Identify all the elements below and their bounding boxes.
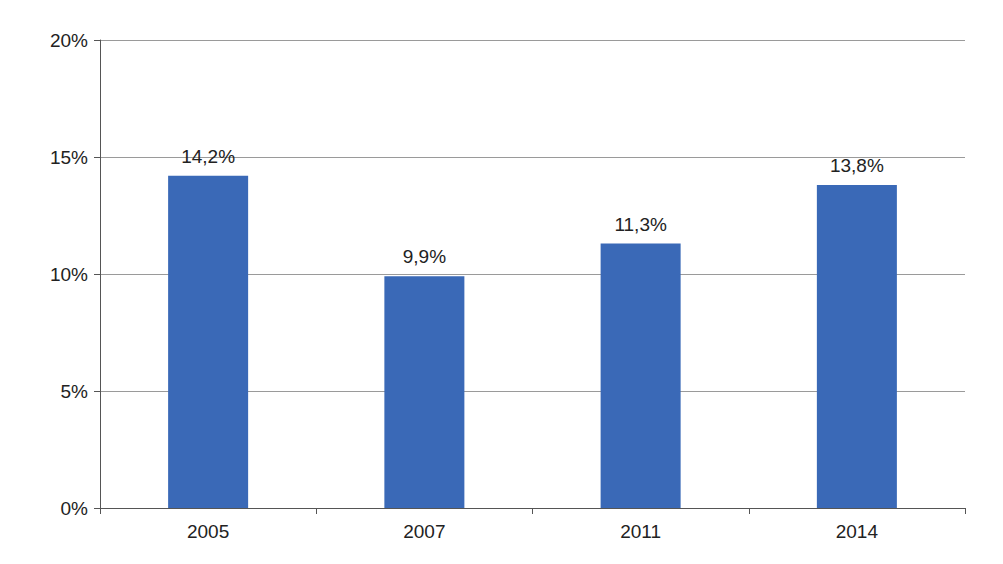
svg-text:20%: 20% [50,30,88,51]
svg-text:2014: 2014 [836,521,879,542]
svg-text:13,8%: 13,8% [830,155,884,176]
svg-text:15%: 15% [50,147,88,168]
svg-text:0%: 0% [61,498,89,519]
svg-text:5%: 5% [61,381,89,402]
svg-text:2007: 2007 [403,521,445,542]
svg-text:10%: 10% [50,264,88,285]
svg-text:2011: 2011 [620,521,661,542]
svg-text:14,2%: 14,2% [181,146,235,167]
svg-text:9,9%: 9,9% [403,246,446,267]
svg-text:11,3%: 11,3% [614,214,667,235]
svg-text:2005: 2005 [187,521,229,542]
